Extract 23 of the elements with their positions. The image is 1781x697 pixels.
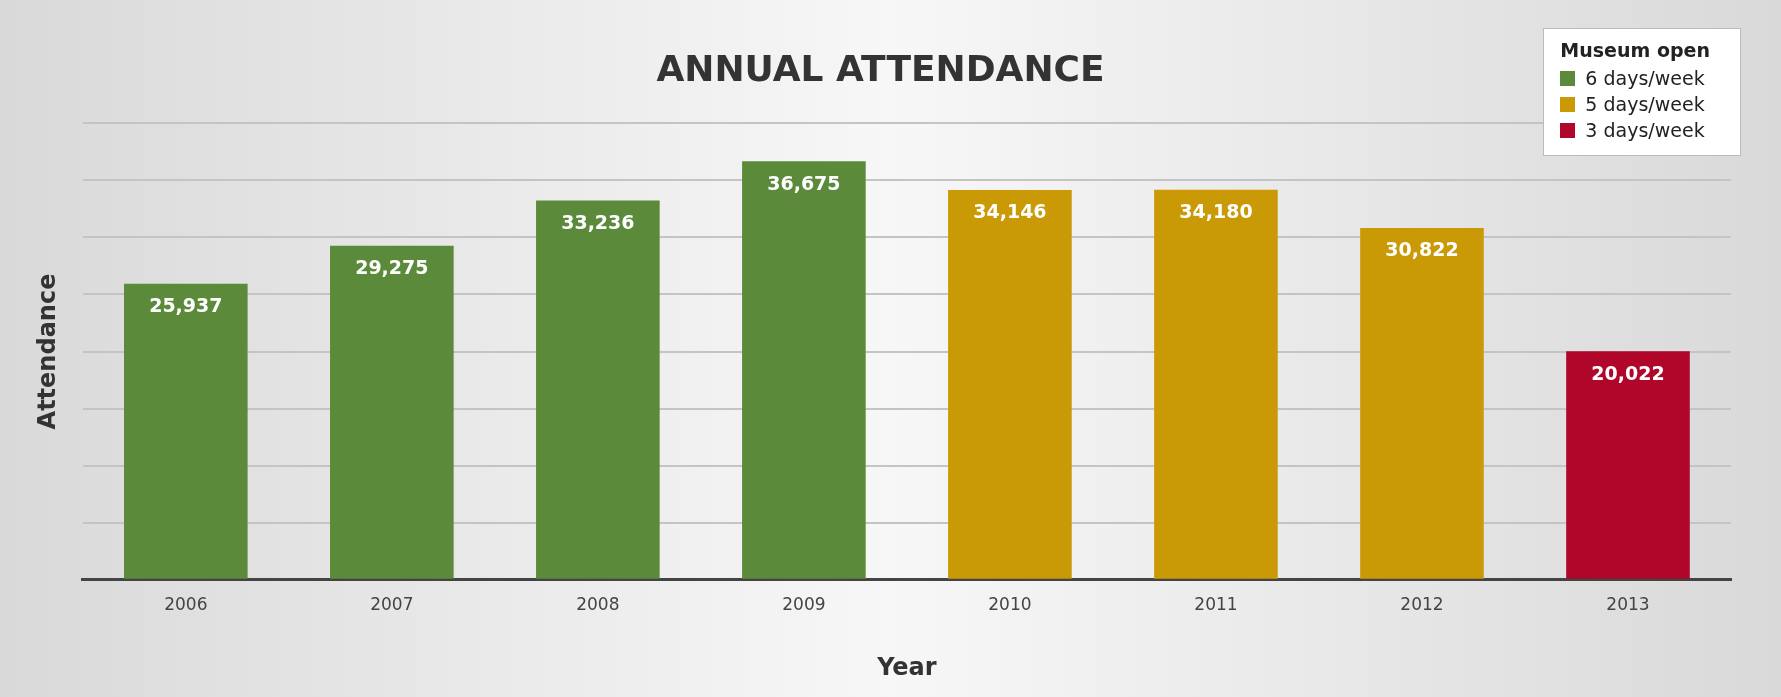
data-label: 20,022 <box>1591 361 1665 384</box>
data-label: 30,822 <box>1385 238 1459 261</box>
x-tick-label: 2006 <box>164 594 208 615</box>
data-label: 34,180 <box>1179 200 1253 223</box>
legend-label: 3 days/week <box>1585 118 1705 143</box>
x-tick-label: 2010 <box>988 594 1032 615</box>
data-label: 34,146 <box>973 200 1047 223</box>
data-label: 29,275 <box>355 256 429 279</box>
x-tick-label: 2008 <box>576 594 620 615</box>
data-label: 36,675 <box>767 171 841 194</box>
legend-label: 5 days/week <box>1585 92 1705 117</box>
x-tick-label: 2009 <box>782 594 826 615</box>
data-label: 25,937 <box>149 294 223 317</box>
data-label: 33,236 <box>561 210 635 233</box>
legend-title: Museum open <box>1560 39 1710 61</box>
x-tick-label: 2013 <box>1606 594 1650 615</box>
y-axis-title: Attendance <box>32 273 61 430</box>
x-tick-label: 2007 <box>370 594 414 615</box>
x-tick-label: 2012 <box>1400 594 1444 615</box>
x-tick-label: 2011 <box>1194 594 1238 615</box>
legend-label: 6 days/week <box>1585 66 1705 91</box>
chart-title: ANNUAL ATTENDANCE <box>656 47 1105 89</box>
x-axis-title: Year <box>876 652 937 681</box>
